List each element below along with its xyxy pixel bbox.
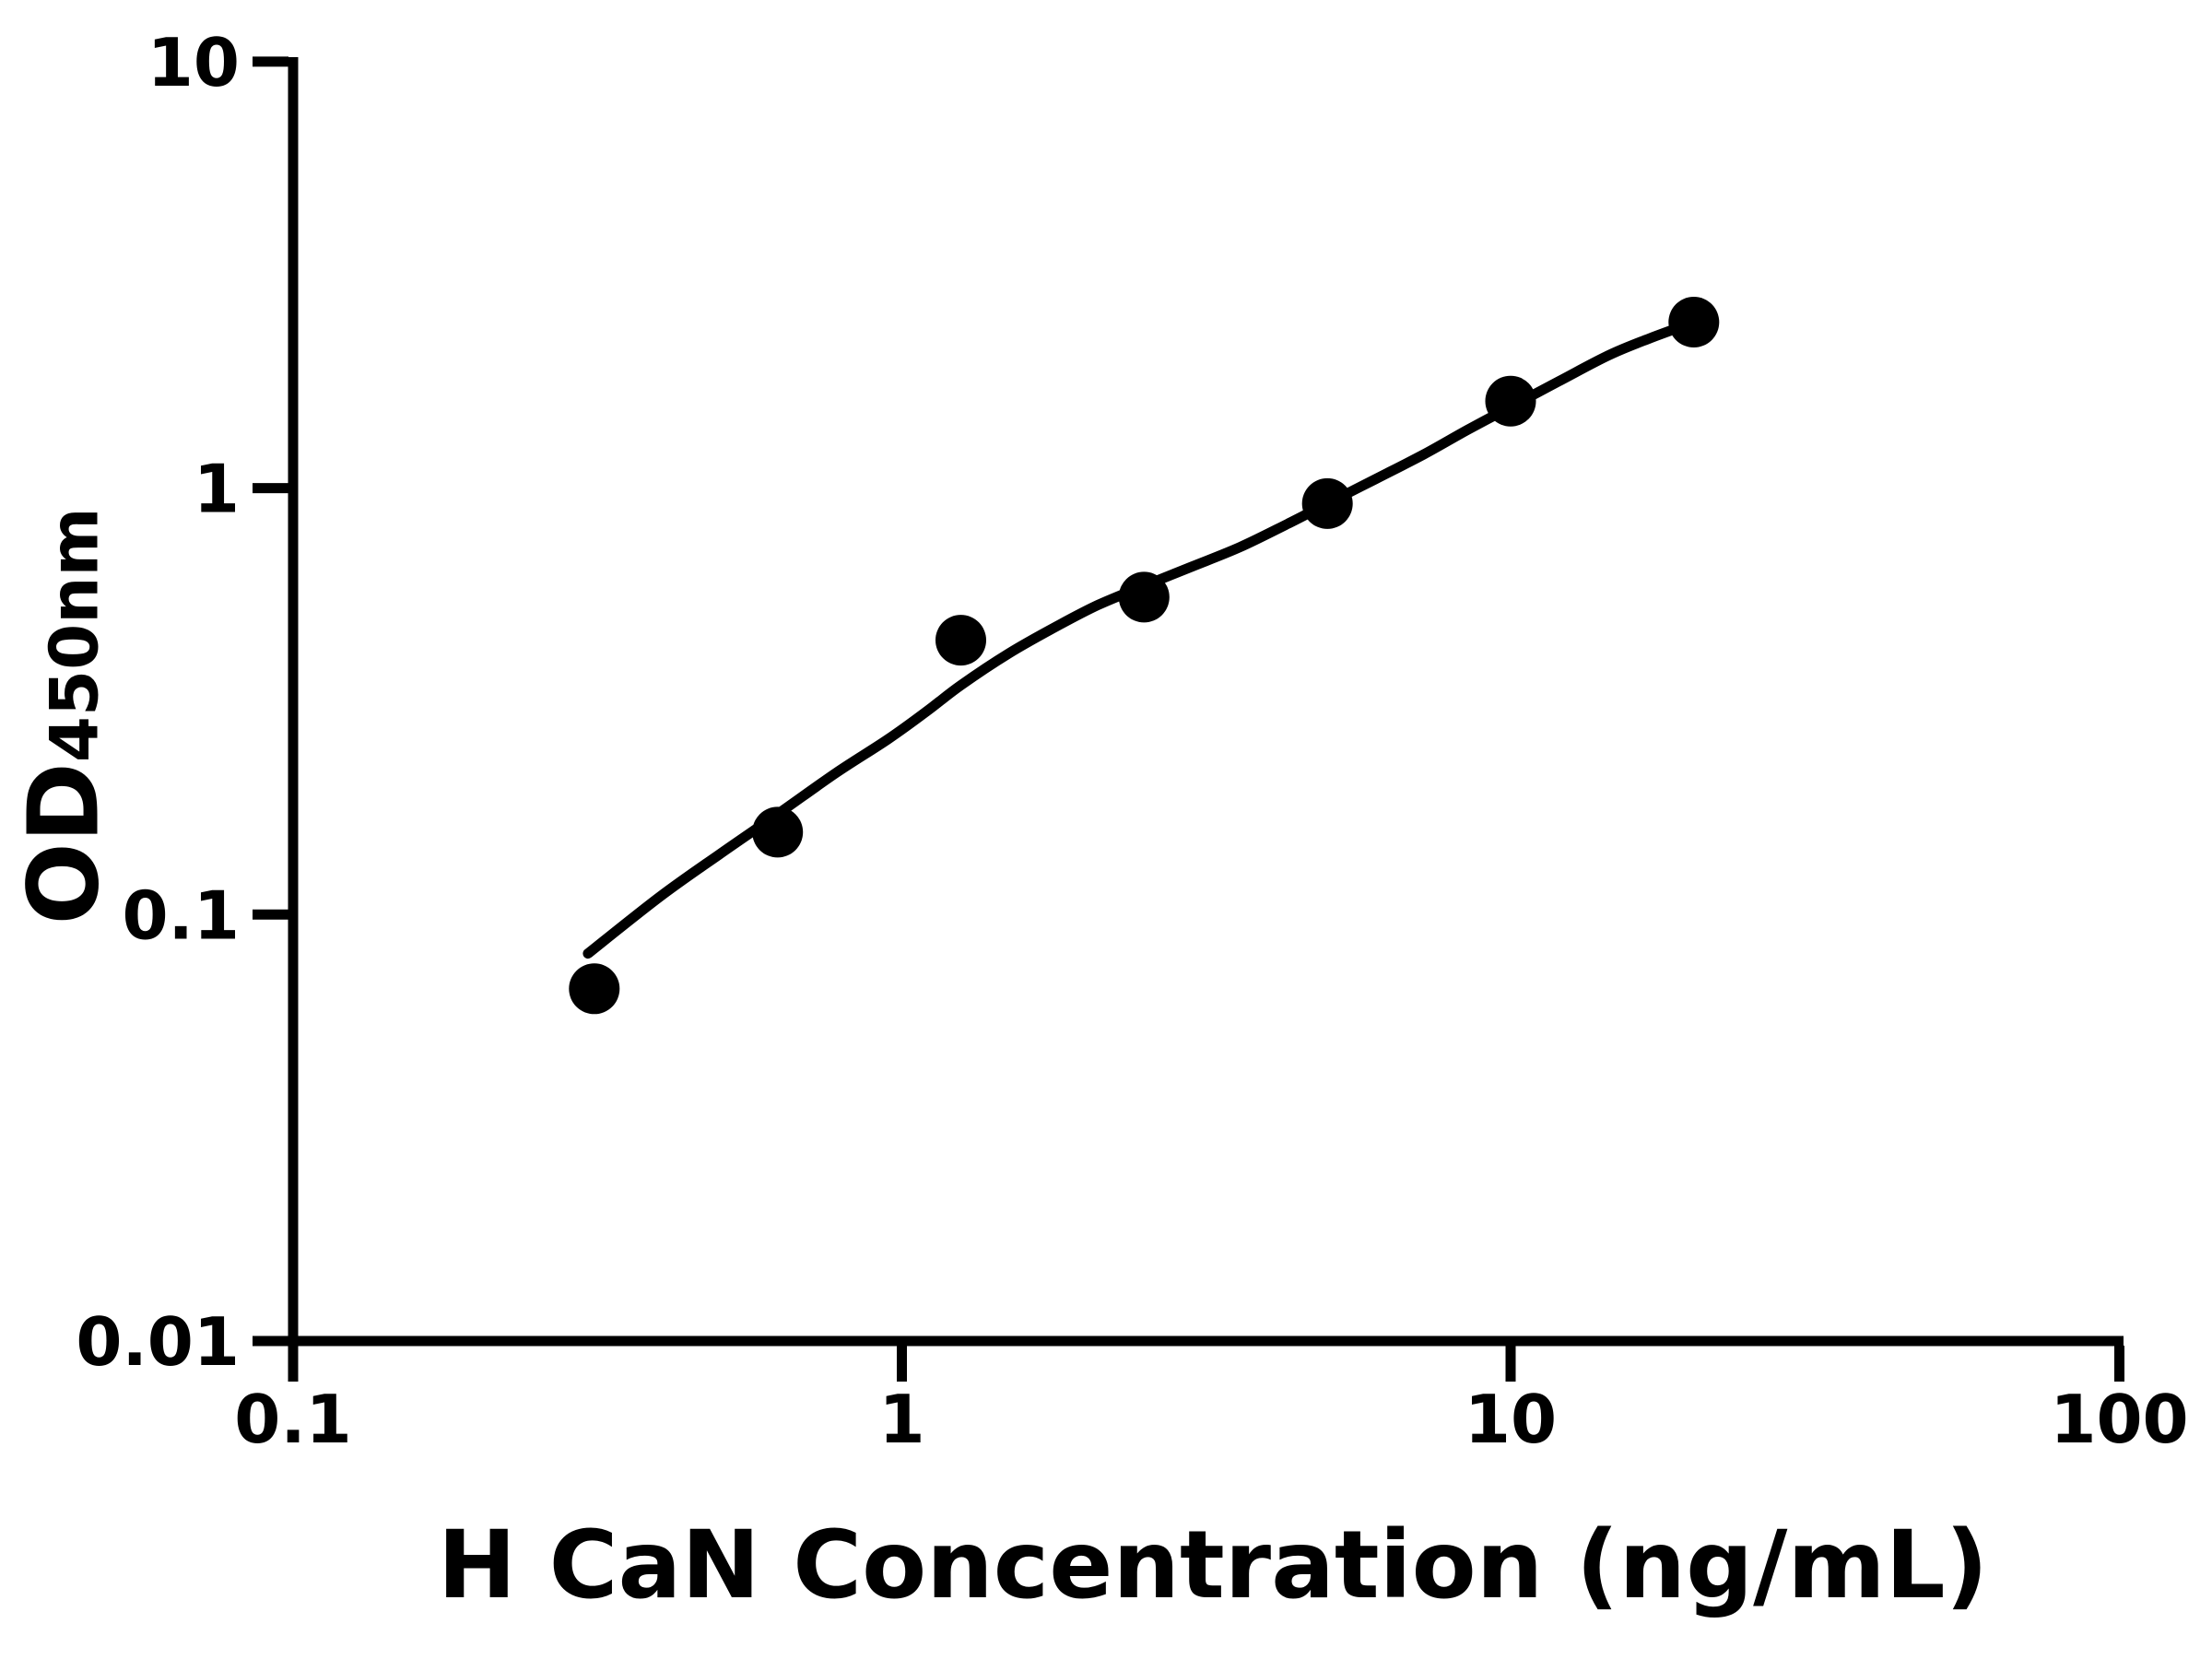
data-point — [935, 615, 986, 666]
data-point — [1118, 571, 1170, 623]
data-point — [752, 806, 804, 858]
y-tick-label-1: 1 — [194, 451, 240, 528]
x-axis-title: H CaN Concentration (ng/mL) — [437, 1511, 1989, 1620]
x-tick-label-10: 10 — [1465, 1381, 1557, 1458]
x-tick-label-100: 100 — [2050, 1381, 2188, 1458]
data-point — [569, 963, 620, 1015]
y-axis-title-main: OD — [7, 762, 121, 925]
x-tick-label-0.1: 0.1 — [234, 1381, 352, 1458]
data-point — [1485, 375, 1536, 427]
data-point — [1668, 297, 1720, 347]
y-axis-title-subscript: 450nm — [35, 507, 113, 763]
y-tick-label-0.1: 0.1 — [122, 877, 240, 954]
x-tick-label-1: 1 — [878, 1381, 924, 1458]
y-tick-label-10: 10 — [147, 24, 240, 101]
data-point — [1301, 477, 1353, 529]
y-axis-title: OD450nm — [8, 507, 121, 925]
y-tick-label-0.01: 0.01 — [76, 1303, 240, 1381]
